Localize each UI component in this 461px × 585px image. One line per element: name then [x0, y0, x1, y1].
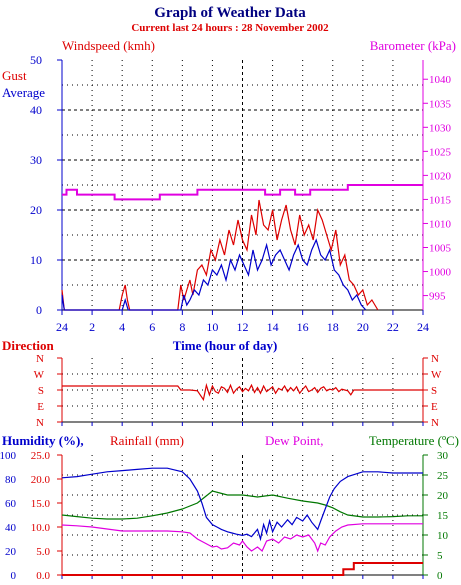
x-tick-label: 12: [237, 320, 249, 334]
y2-tick-label: E: [431, 401, 438, 413]
legend-gust: Gust: [2, 68, 27, 83]
temp-tick-label: 30: [437, 450, 449, 462]
dewpoint-line: [61, 523, 423, 553]
x-tick-label: 14: [267, 320, 279, 334]
humidity-tick-label: 100: [0, 450, 17, 462]
y-tick-label: 0: [36, 303, 42, 317]
y2-tick-label: N: [431, 353, 439, 365]
temp-tick-label: 20: [437, 490, 449, 502]
rain-tick-label: 0.0: [36, 570, 50, 582]
y2-tick-label: N: [431, 417, 439, 429]
temp-tick-label: 0: [437, 570, 443, 582]
gust-line: [61, 199, 379, 311]
chart-title: Graph of Weather Data: [154, 5, 306, 21]
x-tick-label: 24: [56, 320, 68, 334]
humidity-tick-label: 40: [5, 522, 17, 534]
y-tick-label: N: [36, 417, 44, 429]
average-line: [61, 238, 367, 311]
rainfall-axis-title: Rainfall (mm): [110, 433, 184, 448]
temperature-line: [61, 490, 423, 520]
dewpoint-axis-title: Dew Point,: [265, 433, 324, 448]
y2-tick-label: 1035: [429, 98, 452, 110]
y-tick-label: 10: [30, 253, 42, 267]
humidity-line: [61, 467, 423, 542]
y-tick-label: W: [34, 369, 45, 381]
y2-tick-label: 1000: [429, 267, 452, 279]
y-tick-label: 50: [30, 53, 42, 67]
barometer-line: [62, 184, 423, 201]
humidity-tick-label: 60: [5, 498, 17, 510]
y2-tick-label: 1015: [429, 194, 452, 206]
temp-tick-label: 25: [437, 470, 449, 482]
wind-barometer-panel: 0102030405099510001005101010151020102510…: [30, 53, 452, 334]
chart-subtitle: Current last 24 hours : 28 November 2002: [131, 22, 329, 34]
y2-tick-label: 1040: [429, 74, 452, 86]
temp-tick-label: 5: [437, 550, 443, 562]
x-tick-label: 4: [119, 320, 125, 334]
x-tick-label: 6: [149, 320, 155, 334]
y2-tick-label: W: [431, 369, 442, 381]
y2-tick-label: 1010: [429, 218, 452, 230]
humidity-tick-label: 20: [5, 546, 17, 558]
y-tick-label: 20: [30, 203, 42, 217]
x-tick-label: 2: [89, 320, 95, 334]
humidity-tick-label: 80: [5, 474, 17, 486]
y-tick-label: E: [37, 401, 44, 413]
y2-tick-label: 1025: [429, 146, 452, 158]
y2-tick-label: 1020: [429, 170, 452, 182]
x-tick-label: 20: [357, 320, 369, 334]
y-tick-label: S: [38, 385, 44, 397]
temp-tick-label: 10: [437, 530, 449, 542]
x-tick-label: 10: [206, 320, 218, 334]
y2-tick-label: 1005: [429, 243, 452, 255]
x-tick-label: 24: [417, 320, 429, 334]
rain-tick-label: 10.0: [31, 522, 51, 534]
temperature-axis-title: Temperature (ºC): [369, 433, 459, 448]
y-tick-label: 30: [30, 153, 42, 167]
x-tick-label: 22: [387, 320, 399, 334]
x-axis-label: Time (hour of day): [173, 338, 278, 353]
y-tick-label: 40: [30, 103, 42, 117]
rain-tick-label: 5.0: [36, 546, 50, 558]
y-tick-label: N: [36, 353, 44, 365]
direction-axis-title: Direction: [2, 338, 55, 353]
windspeed-axis-title: Windspeed (kmh): [62, 38, 155, 53]
barometer-axis-title: Barometer (kPa): [370, 38, 456, 53]
wind-direction-panel: N NW WS SE EN N: [34, 353, 442, 429]
rain-tick-label: 20.0: [31, 474, 51, 486]
humidity-tick-label: 0: [11, 570, 17, 582]
rainfall-line: [62, 562, 423, 576]
y2-tick-label: S: [431, 385, 437, 397]
humidity-axis-title: Humidity (%),: [2, 433, 84, 448]
y2-tick-label: 1030: [429, 122, 452, 134]
y2-tick-label: 995: [429, 291, 446, 303]
rain-tick-label: 15.0: [31, 498, 51, 510]
direction-line: [62, 382, 423, 402]
legend-average: Average: [2, 85, 45, 100]
rain-tick-label: 25.0: [31, 450, 51, 462]
x-tick-label: 18: [327, 320, 339, 334]
temp-tick-label: 15: [437, 510, 449, 522]
x-tick-label: 8: [179, 320, 185, 334]
x-tick-label: 16: [297, 320, 309, 334]
humidity-rain-temp-panel: 0 20 40 60 80 100 0.0 5.0 10.0 15.0 20.0 25.0 0 5 10 15…: [0, 450, 449, 582]
